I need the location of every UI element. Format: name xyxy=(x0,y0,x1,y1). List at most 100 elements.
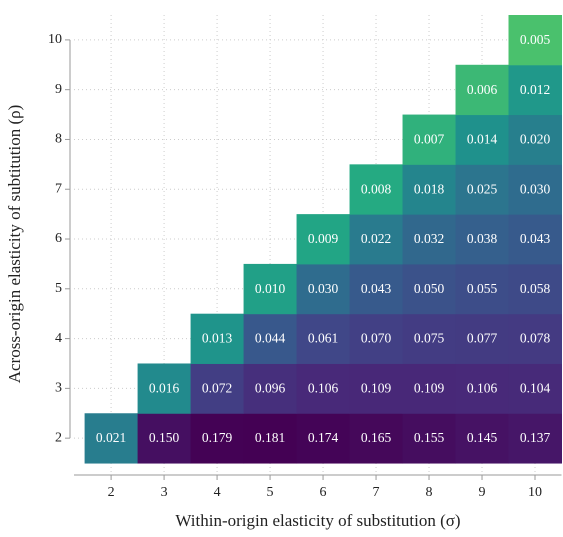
cell-label: 0.032 xyxy=(414,231,444,246)
y-tick-label: 9 xyxy=(55,82,62,97)
heatmap-cell xyxy=(402,114,457,165)
cell-label: 0.106 xyxy=(467,380,498,395)
cell-label: 0.106 xyxy=(308,380,339,395)
y-tick-label: 2 xyxy=(55,430,62,445)
cell-label: 0.043 xyxy=(361,281,392,296)
heatmap-cell xyxy=(137,413,192,464)
heatmap-cell xyxy=(402,313,457,364)
heatmap-cell xyxy=(455,313,510,364)
cell-label: 0.072 xyxy=(202,380,232,395)
heatmap-cell xyxy=(508,214,562,265)
cell-label: 0.014 xyxy=(467,132,498,147)
x-axis-title: Within-origin elasticity of substitution… xyxy=(175,511,460,530)
cell-label: 0.044 xyxy=(255,331,286,346)
cell-label: 0.050 xyxy=(414,281,445,296)
cell-label: 0.145 xyxy=(467,430,498,445)
cell-label: 0.005 xyxy=(520,32,551,47)
heatmap-cell xyxy=(296,363,351,414)
heatmap-cell xyxy=(190,313,245,364)
heatmap-cell xyxy=(508,164,562,215)
cell-label: 0.150 xyxy=(149,430,180,445)
heatmap-cell xyxy=(455,263,510,315)
cell-label: 0.061 xyxy=(308,331,338,346)
heatmap-cell xyxy=(349,413,404,464)
heatmap-cell xyxy=(349,164,404,215)
heatmap-cell xyxy=(243,263,298,315)
heatmap-cell xyxy=(455,64,510,116)
heatmap-cell xyxy=(455,214,510,265)
heatmap-cell xyxy=(349,263,404,315)
heatmap-cell xyxy=(296,313,351,364)
y-tick-label: 5 xyxy=(55,281,62,296)
cell-label: 0.016 xyxy=(149,380,180,395)
cell-label: 0.008 xyxy=(361,181,392,196)
cell-label: 0.179 xyxy=(202,430,233,445)
cell-label: 0.021 xyxy=(96,430,126,445)
heatmap-cell xyxy=(508,313,562,364)
cell-label: 0.077 xyxy=(467,331,498,346)
heatmap-cell xyxy=(508,15,562,66)
y-tick-label: 8 xyxy=(55,132,62,147)
heatmap-cell xyxy=(508,363,562,414)
heatmap-cell xyxy=(190,363,245,414)
cell-label: 0.030 xyxy=(308,281,339,296)
cell-label: 0.058 xyxy=(520,281,551,296)
y-tick-label: 7 xyxy=(55,181,62,196)
cell-label: 0.109 xyxy=(361,380,392,395)
heatmap-cell xyxy=(243,313,298,364)
x-tick-label: 10 xyxy=(528,485,542,500)
heatmap-cell xyxy=(402,164,457,215)
cell-label: 0.078 xyxy=(520,331,551,346)
heatmap-cell xyxy=(190,413,245,464)
cell-label: 0.025 xyxy=(467,181,498,196)
cell-label: 0.038 xyxy=(467,231,498,246)
y-tick-label: 4 xyxy=(55,331,62,346)
heatmap-cell xyxy=(402,363,457,414)
heatmap-cell xyxy=(455,114,510,165)
cell-label: 0.020 xyxy=(520,132,551,147)
x-tick-label: 6 xyxy=(320,485,327,500)
cell-label: 0.018 xyxy=(414,181,445,196)
heatmap-cell xyxy=(508,114,562,165)
cell-label: 0.070 xyxy=(361,331,392,346)
cell-label: 0.181 xyxy=(255,430,285,445)
heatmap-cell xyxy=(137,363,192,414)
heatmap-cell xyxy=(508,413,562,464)
cell-label: 0.007 xyxy=(414,132,445,147)
heatmap-cell xyxy=(296,263,351,315)
y-tick-label: 6 xyxy=(55,231,62,246)
heatmap-cell xyxy=(455,363,510,414)
cell-label: 0.006 xyxy=(467,82,498,97)
y-tick-label: 10 xyxy=(48,32,62,47)
cell-label: 0.104 xyxy=(520,380,551,395)
heatmap-cell xyxy=(455,413,510,464)
heatmap-cell xyxy=(84,413,139,464)
cell-label: 0.013 xyxy=(202,331,233,346)
cell-label: 0.043 xyxy=(520,231,551,246)
cell-label: 0.096 xyxy=(255,380,286,395)
cell-label: 0.009 xyxy=(308,231,339,246)
cell-label: 0.155 xyxy=(414,430,445,445)
heatmap-cell xyxy=(296,214,351,265)
y-axis-title: Across-origin elasticity of subtitution … xyxy=(5,105,24,384)
cell-label: 0.165 xyxy=(361,430,392,445)
cell-label: 0.174 xyxy=(308,430,339,445)
x-tick-label: 7 xyxy=(373,485,380,500)
x-tick-label: 8 xyxy=(426,485,433,500)
x-tick-label: 2 xyxy=(108,485,115,500)
heatmap-cell xyxy=(402,263,457,315)
heatmap-cell xyxy=(243,363,298,414)
cell-label: 0.055 xyxy=(467,281,498,296)
cell-label: 0.075 xyxy=(414,331,445,346)
heatmap-cell xyxy=(508,263,562,315)
heatmap-cell xyxy=(508,64,562,116)
heatmap-cell xyxy=(455,164,510,215)
x-tick-label: 5 xyxy=(267,485,274,500)
x-tick-label: 4 xyxy=(214,485,221,500)
cell-label: 0.012 xyxy=(520,82,550,97)
heatmap-cell xyxy=(243,413,298,464)
cell-label: 0.030 xyxy=(520,181,551,196)
heatmap-cell xyxy=(296,413,351,464)
cell-label: 0.137 xyxy=(520,430,551,445)
